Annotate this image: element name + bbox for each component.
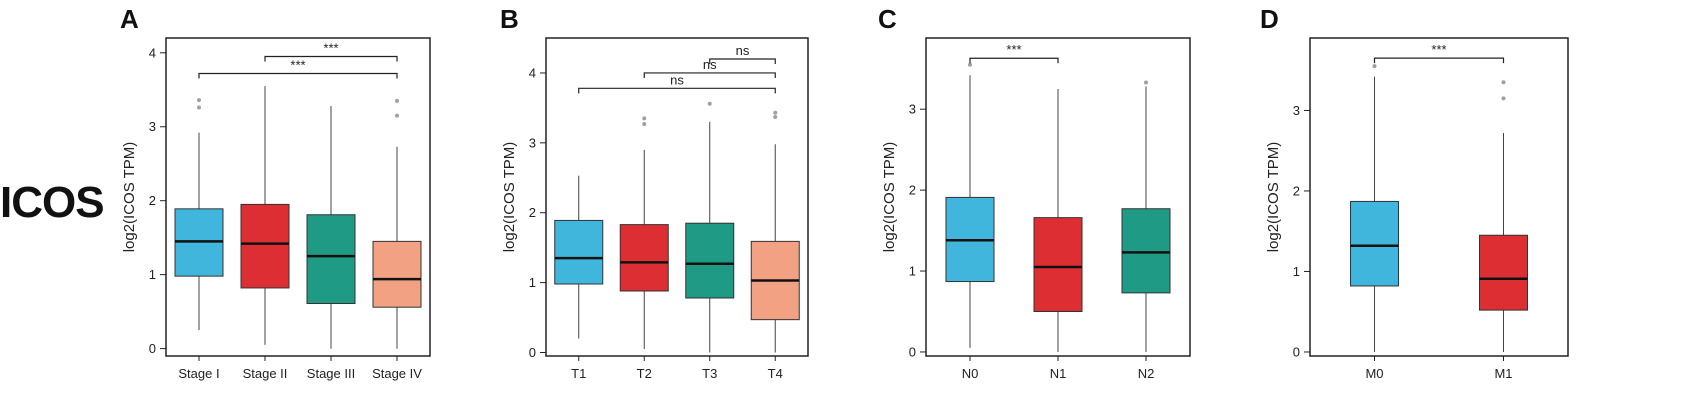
panel-title: D bbox=[1260, 4, 1279, 34]
panel-c: C 0 1 2 3 log2(ICOS TPM) N0 N1 N2 *** bbox=[878, 4, 1191, 381]
outlier-point bbox=[1501, 80, 1506, 85]
panel-title: B bbox=[500, 4, 519, 34]
significance-label: ns bbox=[670, 72, 684, 87]
x-tick-label: Stage II bbox=[243, 366, 288, 381]
box-n1 bbox=[1033, 88, 1083, 352]
box-iqr bbox=[240, 203, 290, 289]
y-tick-label: 2 bbox=[529, 205, 536, 220]
outlier-point bbox=[395, 113, 399, 118]
significance-bracket bbox=[578, 87, 776, 94]
outlier-point bbox=[1372, 64, 1377, 69]
plot-frame bbox=[165, 37, 431, 357]
significance-label: *** bbox=[290, 57, 305, 72]
y-tick-label: 2 bbox=[909, 183, 916, 198]
box-iqr bbox=[685, 222, 735, 299]
box-iqr bbox=[372, 240, 422, 308]
y-tick-label: 2 bbox=[1293, 183, 1300, 198]
outlier-point bbox=[707, 101, 712, 106]
y-tick-label: 3 bbox=[529, 135, 536, 150]
box-t1 bbox=[554, 175, 604, 339]
outlier-point bbox=[197, 105, 201, 110]
significance-bracket bbox=[709, 58, 776, 64]
box-n0 bbox=[945, 62, 995, 348]
y-tick-label: 3 bbox=[149, 119, 156, 134]
y-tick-label: 1 bbox=[1293, 264, 1300, 279]
outlier-point bbox=[773, 110, 778, 115]
panel-a: A 0 1 2 3 4 log2(ICOS TPM) Stage I Stage II Stage… bbox=[120, 4, 431, 381]
x-tick-label: M0 bbox=[1365, 366, 1383, 381]
y-tick-label: 0 bbox=[1293, 344, 1300, 359]
significance-label: ns bbox=[736, 43, 750, 58]
x-tick-label: T4 bbox=[768, 366, 783, 381]
box-iqr bbox=[1350, 200, 1399, 287]
significance-bracket bbox=[198, 72, 398, 79]
panel-title: A bbox=[120, 4, 139, 34]
y-tick-label: 1 bbox=[909, 264, 916, 279]
box-stage-i bbox=[174, 98, 224, 331]
panel-d: D 0 1 2 3 log2(ICOS TPM) M0 M1 *** bbox=[1260, 4, 1569, 381]
significance-label: *** bbox=[323, 40, 338, 55]
outlier-point bbox=[197, 98, 201, 103]
outlier-point bbox=[642, 121, 647, 126]
box-m0 bbox=[1350, 64, 1399, 352]
outlier-point bbox=[773, 114, 778, 119]
significance-label: ns bbox=[703, 57, 717, 72]
box-iqr bbox=[619, 224, 669, 292]
box-stage-iv bbox=[372, 98, 422, 349]
outlier-point bbox=[1501, 96, 1506, 101]
box-t3 bbox=[685, 101, 735, 353]
row-label-gene: ICOS bbox=[0, 178, 105, 227]
outlier-point bbox=[1144, 80, 1148, 85]
y-tick-label: 3 bbox=[909, 102, 916, 117]
y-tick-label: 4 bbox=[529, 65, 536, 80]
y-axis-label: log2(ICOS TPM) bbox=[121, 142, 138, 253]
y-axis-label: log2(ICOS TPM) bbox=[1265, 142, 1282, 253]
panel-b: B 0 1 2 3 4 log2(ICOS TPM) T1 T2 T3 T4 ns ns ns bbox=[500, 4, 809, 381]
box-t2 bbox=[619, 116, 669, 350]
y-tick-label: 0 bbox=[149, 341, 156, 356]
box-iqr bbox=[306, 214, 356, 304]
x-tick-label: Stage III bbox=[307, 366, 355, 381]
x-tick-label: Stage I bbox=[178, 366, 219, 381]
box-iqr bbox=[1121, 208, 1171, 294]
y-tick-label: 4 bbox=[149, 45, 156, 60]
outlier-point bbox=[642, 116, 647, 121]
significance-bracket bbox=[264, 55, 398, 62]
x-tick-label: N1 bbox=[1050, 366, 1067, 381]
significance-bracket bbox=[643, 72, 776, 78]
y-axis-label: log2(ICOS TPM) bbox=[501, 142, 518, 253]
plot-frame bbox=[545, 37, 809, 357]
outlier-point bbox=[968, 62, 972, 67]
x-tick-label: Stage IV bbox=[372, 366, 422, 381]
y-tick-label: 0 bbox=[909, 344, 916, 359]
x-tick-label: N2 bbox=[1138, 366, 1155, 381]
significance-bracket bbox=[1373, 57, 1505, 64]
box-iqr bbox=[554, 219, 604, 285]
x-tick-label: T2 bbox=[637, 366, 652, 381]
box-stage-iii bbox=[306, 106, 356, 349]
x-tick-label: M1 bbox=[1494, 366, 1512, 381]
y-tick-label: 3 bbox=[1293, 103, 1300, 118]
box-m1 bbox=[1479, 80, 1528, 352]
y-tick-label: 2 bbox=[149, 193, 156, 208]
x-tick-label: T1 bbox=[571, 366, 586, 381]
plot-frame bbox=[1309, 37, 1569, 357]
y-tick-label: 1 bbox=[149, 267, 156, 282]
box-n2 bbox=[1121, 80, 1171, 352]
x-tick-label: N0 bbox=[962, 366, 979, 381]
y-tick-label: 1 bbox=[529, 275, 536, 290]
significance-bracket bbox=[969, 57, 1059, 64]
significance-label: *** bbox=[1006, 42, 1021, 57]
y-axis-label: log2(ICOS TPM) bbox=[881, 142, 898, 253]
x-tick-label: T3 bbox=[702, 366, 717, 381]
y-tick-label: 0 bbox=[529, 345, 536, 360]
box-iqr bbox=[1479, 234, 1528, 311]
significance-label: *** bbox=[1431, 42, 1446, 57]
box-stage-ii bbox=[240, 86, 290, 345]
box-t4 bbox=[750, 110, 800, 353]
panel-title: C bbox=[878, 4, 897, 34]
box-iqr bbox=[1033, 217, 1083, 312]
outlier-point bbox=[395, 98, 399, 103]
